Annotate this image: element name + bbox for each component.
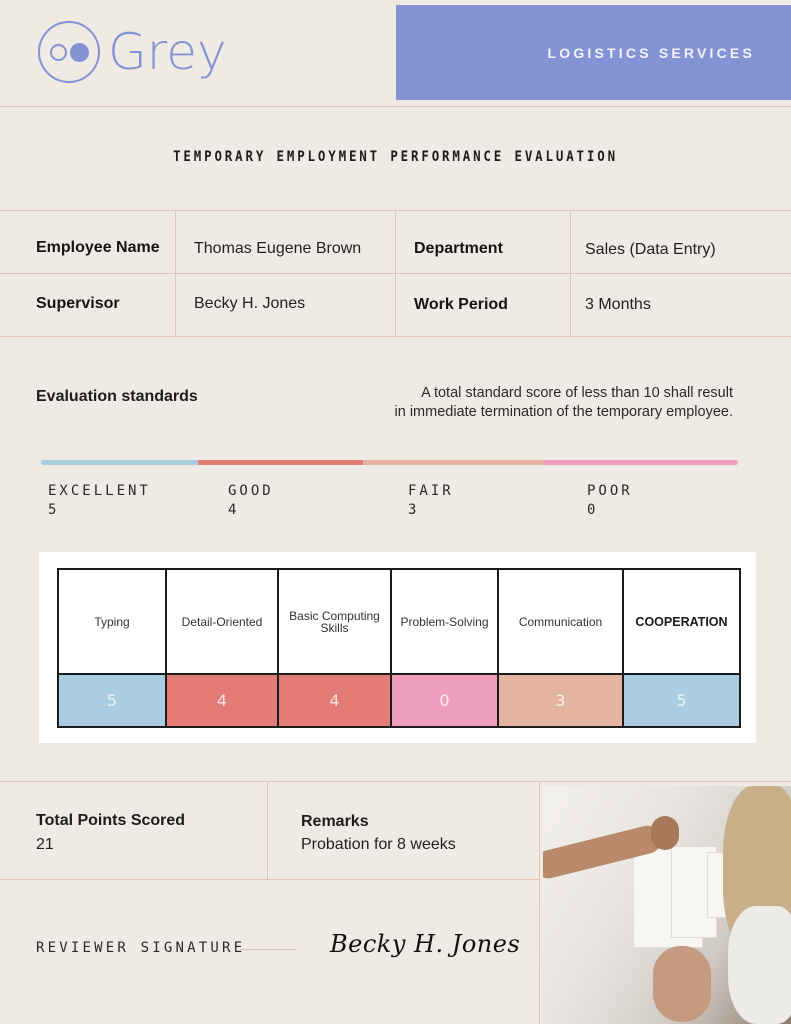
divider <box>395 210 396 336</box>
divider <box>539 781 540 1024</box>
level-poor: POOR 0 <box>587 483 633 518</box>
score-cooperation: 5 <box>622 673 741 728</box>
supervisor-value: Becky H. Jones <box>194 295 306 312</box>
divider <box>0 879 540 880</box>
department-label: Department <box>414 240 503 257</box>
signature-line <box>240 949 297 950</box>
level-good: GOOD 4 <box>228 483 274 518</box>
reviewer-signature-label: REVIEWER SIGNATURE <box>36 940 246 956</box>
divider <box>175 210 176 336</box>
department-value: Sales (Data Entry) <box>585 241 716 258</box>
divider <box>267 781 268 879</box>
divider <box>0 106 791 107</box>
evaluation-standards-title: Evaluation standards <box>36 388 198 405</box>
work-period-value: 3 Months <box>585 296 651 313</box>
reviewer-signature: Becky H. Jones <box>330 930 521 958</box>
work-period-label: Work Period <box>414 296 508 313</box>
remarks-label: Remarks <box>301 813 369 830</box>
score-detail-oriented: 4 <box>165 673 279 728</box>
divider <box>570 210 571 336</box>
score-basic-computing: 4 <box>277 673 392 728</box>
criterion-detail-oriented: Detail-Oriented <box>165 568 279 675</box>
criterion-basic-computing: Basic Computing Skills <box>277 568 392 675</box>
office-photo <box>543 786 791 1024</box>
banner-text: LOGISTICS SERVICES <box>547 44 755 61</box>
criterion-typing: Typing <box>57 568 167 675</box>
criterion-cooperation: COOPERATION <box>622 568 741 675</box>
remarks-value: Probation for 8 weeks <box>301 836 456 853</box>
score-typing: 5 <box>57 673 167 728</box>
score-problem-solving: 0 <box>390 673 499 728</box>
criteria-row: Typing Detail-Oriented Basic Computing S… <box>57 568 741 675</box>
standards-note: A total standard score of less than 10 s… <box>394 385 734 420</box>
scale-segment-excellent <box>41 460 198 465</box>
score-row: 5 4 4 0 3 5 <box>57 673 741 728</box>
level-fair: FAIR 3 <box>408 483 454 518</box>
divider <box>0 781 791 782</box>
employee-name-label: Employee Name <box>36 239 160 256</box>
header-banner: LOGISTICS SERVICES <box>396 5 791 100</box>
level-excellent: EXCELLENT 5 <box>48 483 151 518</box>
criterion-communication: Communication <box>497 568 624 675</box>
employee-name-value: Thomas Eugene Brown <box>194 240 362 257</box>
page-title: TEMPORARY EMPLOYMENT PERFORMANCE EVALUAT… <box>173 149 618 165</box>
logo-text: Grey <box>108 23 227 81</box>
scale-segment-good <box>198 460 363 465</box>
total-points-value: 21 <box>36 836 54 853</box>
supervisor-label: Supervisor <box>36 295 120 312</box>
rating-scale-bar <box>41 460 738 465</box>
divider <box>0 336 791 337</box>
total-points-label: Total Points Scored <box>36 812 186 829</box>
company-logo: Grey <box>38 21 227 83</box>
score-communication: 3 <box>497 673 624 728</box>
score-table: Typing Detail-Oriented Basic Computing S… <box>57 568 741 728</box>
logo-mark-icon <box>38 21 100 83</box>
criterion-problem-solving: Problem-Solving <box>390 568 499 675</box>
scale-segment-fair <box>363 460 544 465</box>
scale-segment-poor <box>544 460 738 465</box>
